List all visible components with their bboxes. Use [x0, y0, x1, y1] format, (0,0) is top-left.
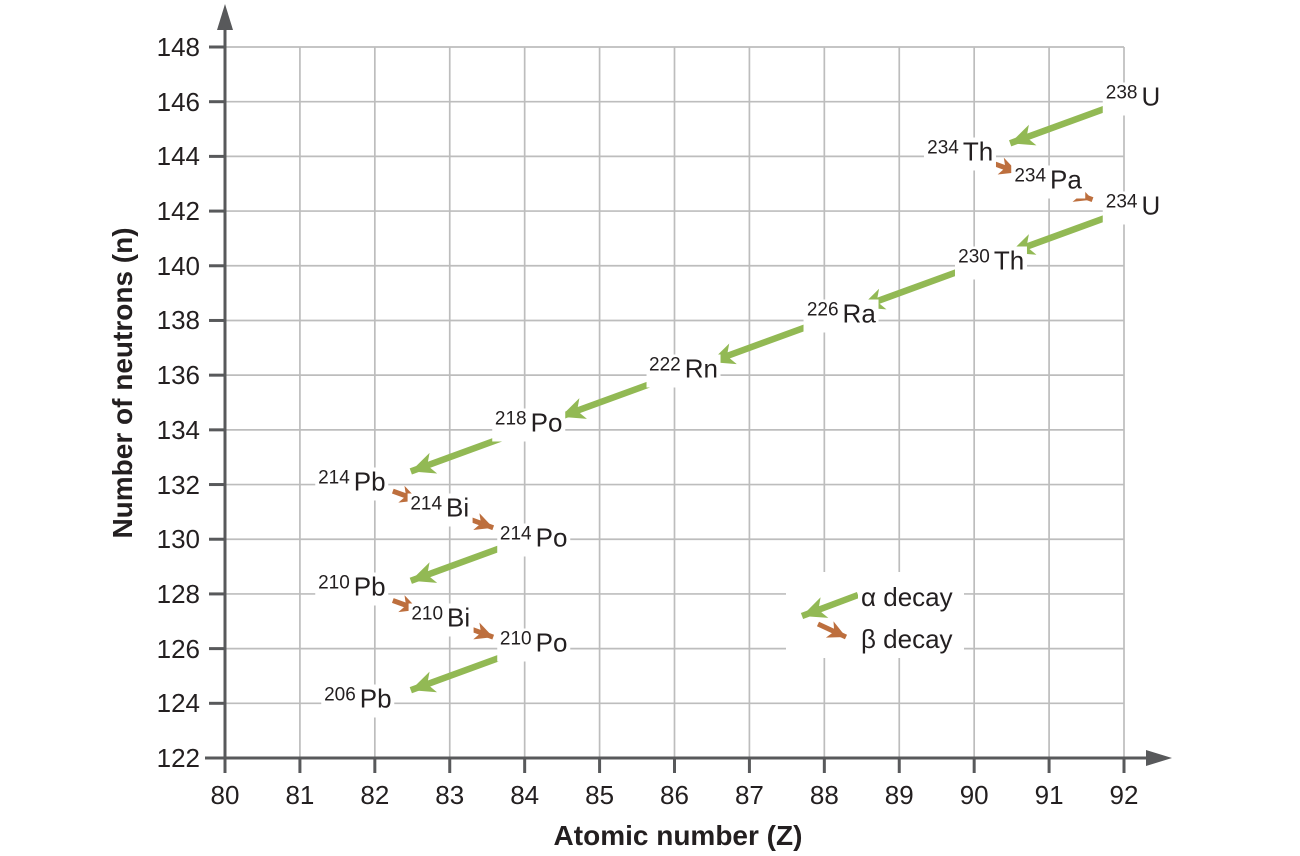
beta-decay-arrow: [391, 595, 420, 613]
x-axis-arrowhead: [1146, 750, 1172, 766]
y-axis-title: Number of neutrons (n): [107, 227, 138, 539]
beta-decay-arrow: [1066, 184, 1094, 202]
x-axis-title: Atomic number (Z): [553, 820, 803, 851]
gridlines: [225, 46, 1125, 758]
axes: [205, 4, 1172, 773]
alpha-decay-arrow: [1009, 104, 1111, 147]
alpha-decay-arrow: [409, 432, 511, 475]
alpha-decay-arrow: [559, 377, 661, 420]
alpha-decay-arrow: [1009, 213, 1111, 256]
alpha-decay-arrow: [709, 322, 811, 366]
alpha-decay-arrow: [859, 268, 961, 311]
legend-beta-arrow-icon: [816, 621, 848, 640]
legend-alpha-arrow-icon: [800, 591, 860, 620]
decay-arrows: [391, 104, 1111, 694]
y-axis-arrowhead: [217, 4, 233, 30]
legend-arrows: [800, 591, 860, 640]
beta-decay-arrow: [466, 513, 495, 531]
beta-decay-arrow: [991, 157, 1019, 175]
alpha-decay-arrow: [409, 651, 511, 694]
beta-decay-arrow: [391, 485, 420, 503]
beta-decay-arrow: [466, 622, 495, 640]
alpha-decay-arrow: [409, 541, 511, 584]
